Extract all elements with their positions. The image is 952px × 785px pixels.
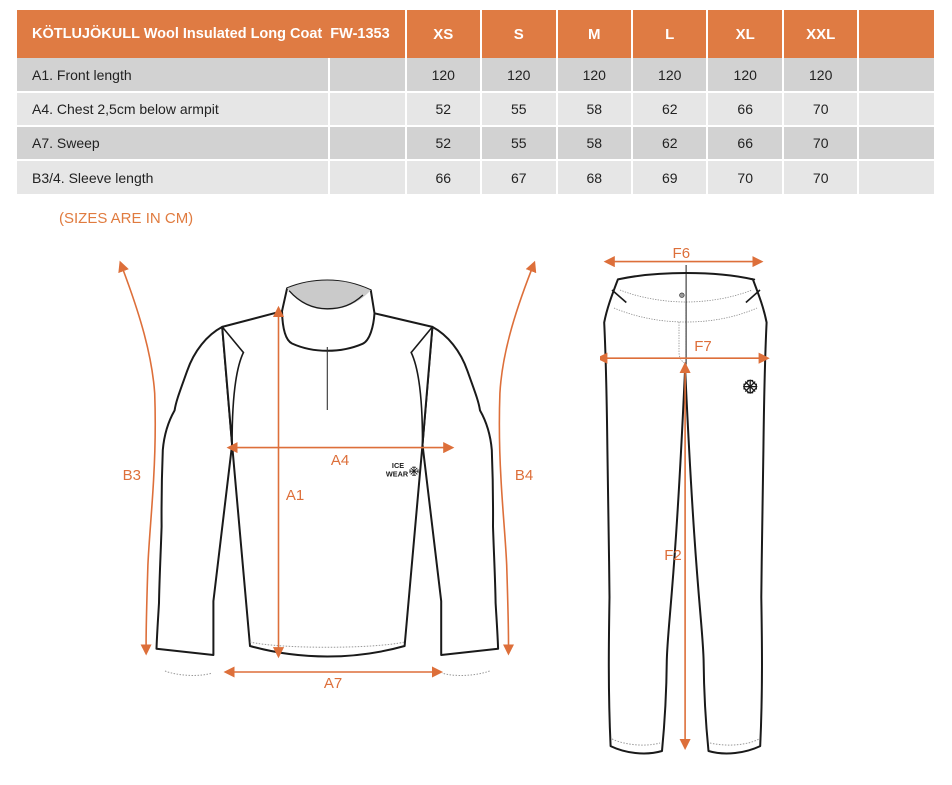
svg-text:A4: A4 — [331, 452, 349, 469]
svg-text:F6: F6 — [673, 245, 691, 262]
svg-text:WEAR: WEAR — [386, 470, 409, 479]
svg-text:F7: F7 — [694, 338, 712, 355]
svg-text:B4: B4 — [515, 467, 533, 484]
svg-text:A1: A1 — [286, 487, 304, 504]
svg-text:B3: B3 — [123, 467, 141, 484]
svg-text:F2: F2 — [664, 547, 682, 564]
svg-text:A7: A7 — [324, 675, 342, 692]
